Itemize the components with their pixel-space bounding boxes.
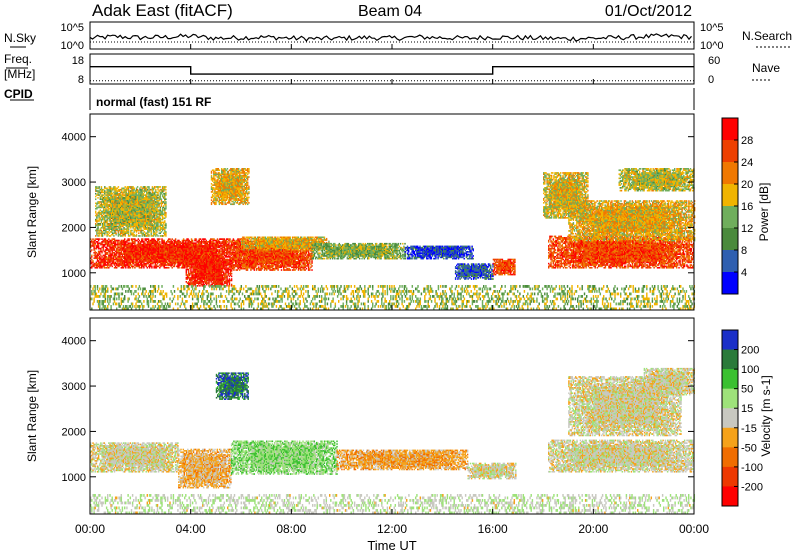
power-band-10 [543,172,589,219]
velocity-colorbar-swatch-2 [722,369,738,389]
power-colorbar-label: Power [dB] [757,183,771,242]
velocity-band-2 [231,441,338,475]
velocity-colorbar-label-4: -15 [741,423,757,435]
time-axis-label: Time UT [367,538,416,553]
power-band-5 [405,246,474,260]
power-ytick-label-3: 1000 [62,268,86,280]
velocity-ytick-label-3: 1000 [62,472,86,484]
power-band-7 [493,259,516,276]
velocity-colorbar-label: Velocity [m s-1] [759,375,773,456]
velocity-band-3 [337,450,469,471]
velocity-colorbar-swatch-0 [722,330,738,350]
freq-tick-high: 18 [72,55,84,67]
date-title: 01/Oct/2012 [605,3,692,20]
power-colorbar-label-0: 28 [741,135,753,147]
power-ytick-label-2: 2000 [62,222,86,234]
velocity-band-8 [216,372,249,400]
power-ytick-label-0: 4000 [62,132,86,144]
velocity-colorbar-label-3: 15 [741,403,753,415]
velocity-colorbar-label-0: 200 [741,345,759,357]
power-colorbar-swatch-2 [722,162,738,185]
velocity-colorbar-label-5: -50 [741,442,757,454]
station-title: Adak East (fitACF) [92,1,233,20]
velocity-ytick-label-0: 4000 [62,336,86,348]
power-band-1 [186,259,233,286]
velocity-colorbar-swatch-6 [722,447,738,467]
xtick-label-4: 16:00 [478,522,508,536]
power-colorbar-label-2: 20 [741,179,753,191]
velocity-band-1 [178,449,232,489]
velocity-colorbar-label-2: 50 [741,384,753,396]
power-colorbar-swatch-5 [722,228,738,251]
power-band-12 [95,186,167,237]
nsky-tick-high: 10^5 [60,22,84,34]
nsearch-label: N.Search [742,29,792,43]
power-colorbar-swatch-6 [722,250,738,273]
power-colorbar-label-3: 16 [741,201,753,213]
power-colorbar-label-4: 12 [741,223,753,235]
velocity-band-0 [90,442,179,472]
power-band-11 [619,168,695,191]
velocity-colorbar-swatch-8 [722,486,738,506]
cpid-label: CPID [4,87,33,101]
nsky-tick-low-right: 10^0 [700,40,724,52]
velocity-colorbar-swatch-1 [722,350,738,370]
velocity-colorbar-label-1: 100 [741,364,759,376]
velocity-ylabel: Slant Range [km] [25,370,39,462]
power-colorbar-swatch-3 [722,184,738,207]
power-colorbar-swatch-1 [722,140,738,163]
velocity-band-7 [644,368,695,396]
power-ylabel: Slant Range [km] [25,166,39,258]
velocity-colorbar-swatch-5 [722,428,738,448]
velocity-colorbar-label-7: -200 [741,481,763,493]
velocity-colorbar-swatch-4 [722,408,738,428]
nave-tick-low: 0 [708,74,714,86]
power-colorbar-label-5: 8 [741,245,747,257]
nsky-label: N.Sky [4,31,36,45]
power-ytick-label-1: 3000 [62,177,86,189]
velocity-ytick-label-2: 2000 [62,426,86,438]
nsky-tick-low: 10^0 [60,40,84,52]
power-band-4 [312,243,406,260]
power-colorbar-swatch-7 [722,272,738,295]
power-colorbar-label-1: 24 [741,157,753,169]
freq-label-1: Freq. [4,52,32,66]
velocity-colorbar-swatch-7 [722,467,738,487]
power-band-9 [568,200,695,241]
velocity-colorbar-swatch-3 [722,389,738,409]
velocity-heatmap [90,368,695,514]
xtick-label-5: 20:00 [578,522,608,536]
velocity-band-4 [468,463,517,480]
velocity-colorbar: 200 100 50 15 -15 -50 -100 -200 [722,330,763,507]
power-band-6 [455,263,494,280]
xtick-label-3: 12:00 [377,522,407,536]
velocity-colorbar-label-6: -100 [741,462,763,474]
power-band-14 [90,285,695,310]
freq-tick-low: 8 [78,74,84,86]
nave-label: Nave [752,61,780,75]
xtick-label-6: 00:00 [679,522,709,536]
power-colorbar-swatch-0 [722,118,738,141]
xtick-label-2: 08:00 [276,522,306,536]
power-heatmap [90,168,695,310]
velocity-band-5 [548,440,694,473]
nsky-tick-high-right: 10^5 [700,22,724,34]
velocity-band-9 [90,494,695,514]
cpid-mode-text: normal (fast) 151 RF [96,95,211,109]
nave-tick-high: 60 [708,55,720,67]
beam-title: Beam 04 [358,3,422,20]
power-colorbar-swatch-4 [722,206,738,229]
xtick-label-0: 00:00 [75,522,105,536]
freq-label-2: [MHz] [4,67,35,81]
power-colorbar-label-6: 4 [741,267,747,279]
power-band-13 [211,168,250,205]
velocity-ytick-label-1: 3000 [62,381,86,393]
xtick-label-1: 04:00 [176,522,206,536]
power-colorbar: 28 24 20 16 12 8 4 [722,118,753,295]
